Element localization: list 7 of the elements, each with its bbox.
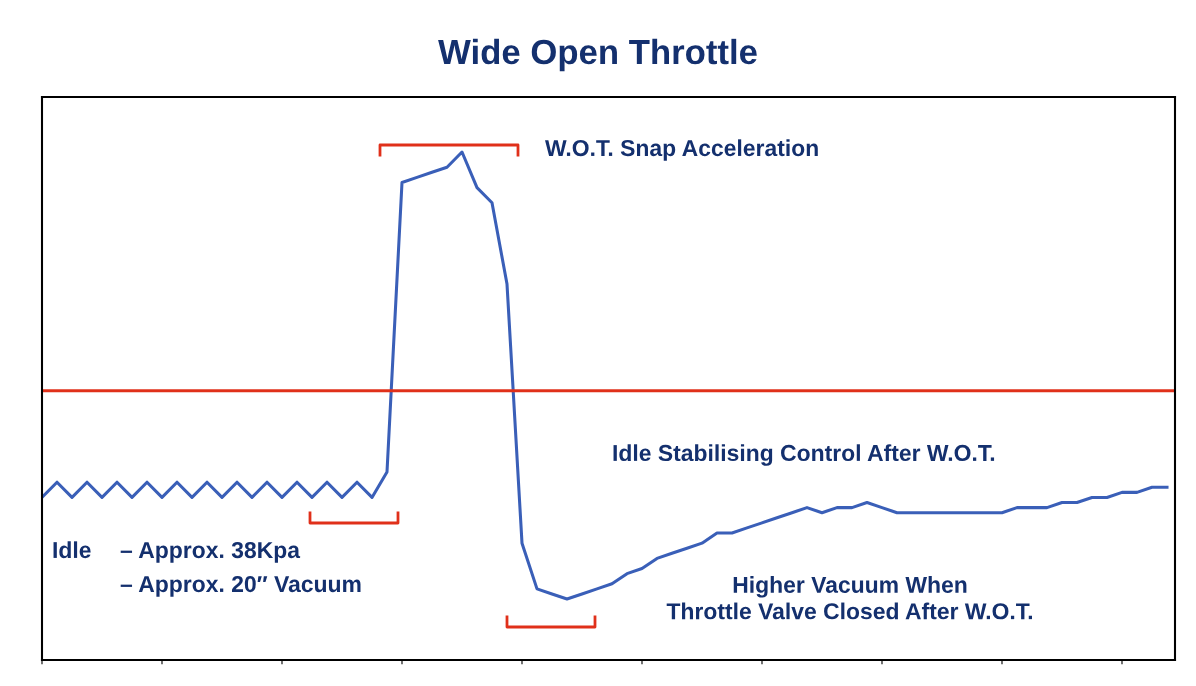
annotation: Higher Vacuum When Throttle Valve Closed After W.O.T. bbox=[666, 576, 1033, 620]
annotation: Idle Stabilising Control After W.O.T. bbox=[613, 444, 995, 466]
annotation: Idle bbox=[53, 541, 91, 559]
annotation: – Approx. 20″ Vacuum bbox=[120, 575, 361, 597]
annotation: – Approx. 38Kpa bbox=[120, 541, 301, 563]
annotation: W.O.T. Snap Acceleration bbox=[545, 139, 818, 161]
chart-title: Wide Open Throttle bbox=[438, 38, 757, 72]
